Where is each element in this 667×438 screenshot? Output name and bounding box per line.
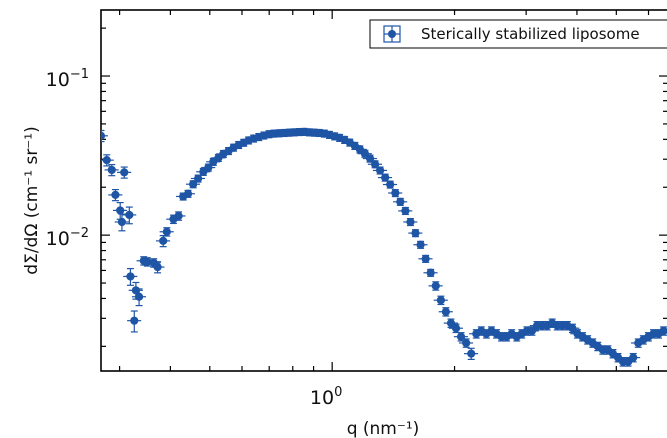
data-point (377, 173, 393, 182)
data-point (398, 206, 413, 216)
x-axis-label: q (nm⁻¹) (347, 419, 420, 438)
data-point (393, 197, 408, 206)
data-point (171, 211, 186, 221)
plot-frame (100, 9, 667, 372)
data-point (150, 261, 165, 274)
data-point (190, 174, 206, 183)
data-series (101, 127, 667, 367)
data-point (423, 268, 438, 277)
data-point (413, 240, 428, 249)
data-point (101, 129, 108, 143)
data-point (155, 234, 171, 248)
data-point (524, 326, 539, 336)
legend-marker (383, 25, 401, 43)
data-point (146, 258, 161, 268)
legend: Sterically stabilized liposome (369, 19, 667, 49)
legend-label: Sterically stabilized liposome (421, 25, 640, 43)
data-point (104, 163, 119, 177)
data-point (122, 206, 137, 225)
data-point (131, 288, 147, 307)
data-point (433, 295, 448, 306)
data-point (117, 166, 132, 179)
data-point (626, 352, 641, 363)
data-point (180, 189, 195, 198)
axis-labels: q (nm⁻¹) dΣ/dΩ (cm⁻¹ sr⁻¹) (22, 126, 419, 438)
y-tick-label: 10−1 (46, 67, 89, 91)
data-point (123, 268, 138, 286)
data-point (408, 228, 423, 238)
data-point (438, 307, 453, 317)
data-point (458, 338, 474, 348)
axis-ticks: 10−2 10−1 100 (46, 10, 667, 409)
data-point (403, 217, 418, 227)
data-point (108, 188, 123, 202)
data-point (428, 281, 443, 291)
data-point (388, 188, 403, 198)
y-tick-label: 10−2 (46, 226, 89, 250)
y-axis-label: dΣ/dΩ (cm⁻¹ sr⁻¹) (22, 126, 42, 274)
data-point (453, 332, 468, 342)
data-point (448, 323, 463, 334)
plot-area (100, 9, 667, 372)
data-point (216, 149, 231, 159)
data-point (114, 213, 129, 232)
data-point (112, 201, 128, 220)
x-tick-label: 100 (310, 385, 342, 409)
data-point (101, 154, 114, 167)
data-point (464, 347, 479, 360)
data-point (656, 326, 667, 336)
data-point (418, 254, 433, 263)
legend-box (369, 19, 667, 49)
data-point (127, 310, 142, 333)
data-point (352, 145, 367, 154)
data-point (159, 227, 174, 237)
data-point (382, 180, 398, 189)
